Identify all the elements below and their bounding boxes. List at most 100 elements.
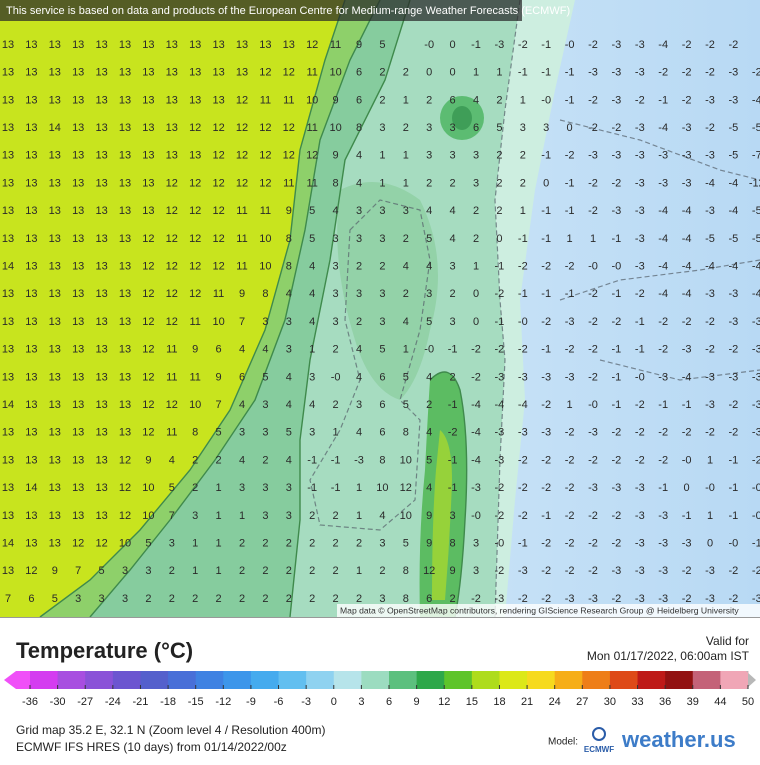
grid-value: -3 (635, 261, 645, 273)
grid-value: 13 (166, 67, 178, 79)
grid-value: -5 (752, 205, 760, 217)
grid-value: 13 (72, 150, 84, 162)
grid-value: 4 (356, 427, 362, 439)
grid-value: 13 (189, 150, 201, 162)
grid-value: 8 (403, 565, 409, 577)
grid-value: 12 (423, 565, 435, 577)
grid-value: 6 (356, 67, 362, 79)
grid-value: 0 (473, 288, 479, 300)
grid-value: 13 (72, 454, 84, 466)
grid-value: 2 (192, 454, 198, 466)
grid-value: 3 (379, 316, 385, 328)
grid-value: -3 (635, 538, 645, 550)
grid-value: 11 (236, 261, 247, 273)
grid-value: -3 (658, 593, 668, 605)
grid-value: -3 (752, 427, 760, 439)
grid-value: -1 (495, 316, 505, 328)
grid-value: 13 (95, 122, 107, 134)
grid-value: 8 (192, 427, 198, 439)
grid-value: 2 (286, 565, 292, 577)
valid-time: Mon 01/17/2022, 06:00am IST (587, 649, 750, 663)
grid-value: 13 (142, 39, 154, 51)
grid-value: -3 (705, 150, 715, 162)
grid-value: -5 (752, 233, 760, 245)
grid-value: -2 (635, 399, 645, 411)
grid-value: -2 (495, 565, 505, 577)
grid-value: 4 (426, 261, 432, 273)
grid-value: -1 (635, 344, 645, 356)
contour (89, 0, 381, 618)
grid-value: 13 (212, 67, 224, 79)
grid-value: 3 (309, 371, 315, 383)
attribution: Map data © OpenStreetMap contributors, r… (340, 605, 739, 615)
brand[interactable]: weather.us (621, 727, 736, 752)
grid-value: 4 (309, 261, 315, 273)
grid-value: -3 (612, 94, 622, 106)
grid-value: 13 (72, 371, 84, 383)
grid-value: -4 (682, 205, 692, 217)
grid-value: 13 (72, 177, 84, 189)
grid-value: 11 (166, 427, 177, 439)
grid-value: -1 (635, 316, 645, 328)
grid-value: -2 (635, 288, 645, 300)
grid-value: -3 (471, 482, 481, 494)
grid-value: -4 (518, 399, 528, 411)
banner-bg (0, 0, 522, 21)
grid-value: -5 (729, 122, 739, 134)
map[interactable]: 13 13 13 13 13 13 13 13 13 13 13 13 13 12 11 9 5 -0 0 -1 -3-… (0, 0, 760, 618)
grid-value: -2 (705, 67, 715, 79)
grid-value: -2 (518, 454, 528, 466)
grid-value: 8 (333, 177, 339, 189)
grid-value: 2 (169, 565, 175, 577)
grid-value: 3 (169, 538, 175, 550)
grid-value: -2 (729, 399, 739, 411)
grid-value: -1 (682, 399, 692, 411)
grid-value: -2 (588, 454, 598, 466)
grid-value: -3 (729, 94, 739, 106)
grid-value: 1 (496, 67, 502, 79)
grid-value: 2 (333, 538, 339, 550)
ecmwf-logo: ECMWF (584, 727, 614, 754)
grid-value: 6 (28, 593, 34, 605)
grid-value: 13 (49, 316, 61, 328)
grid-value: 5 (379, 344, 385, 356)
grid-value: 4 (309, 316, 315, 328)
grid-value: -1 (612, 399, 622, 411)
grid-value: 1 (567, 233, 573, 245)
grid-value: 13 (119, 177, 131, 189)
grid-value: -2 (541, 454, 551, 466)
grid-value: 7 (239, 316, 245, 328)
grid-value: 3 (379, 288, 385, 300)
grid-value: -7 (752, 150, 760, 162)
grid-value: 5 (169, 482, 175, 494)
grid-value: 13 (119, 39, 131, 51)
grid-value: -3 (635, 482, 645, 494)
grid-value: 13 (49, 39, 61, 51)
grid-value: 13 (72, 510, 84, 522)
grid-value: 12 (142, 371, 154, 383)
grid-value: 1 (590, 233, 596, 245)
grid-value: 12 (119, 454, 131, 466)
grid-value: -4 (682, 261, 692, 273)
grid-value: 2 (192, 593, 198, 605)
grid-value: 13 (119, 150, 131, 162)
grid-value: 4 (356, 344, 362, 356)
grid-value: -3 (705, 288, 715, 300)
grid-value: 13 (72, 122, 84, 134)
grid-value: -2 (705, 39, 715, 51)
grid-value: 13 (49, 261, 61, 273)
grid-value: 10 (259, 261, 271, 273)
grid-value: -3 (752, 371, 760, 383)
grid-value: 1 (707, 510, 713, 522)
colorbar: -36 -30 -27 -24 -21 -18 -15 -12 -9 -6 -3 0 3 6 9 12 15 18… (4, 671, 756, 708)
grid-value: -2 (565, 538, 575, 550)
grid-value: 1 (567, 399, 573, 411)
grid-value: -3 (705, 205, 715, 217)
grid-value: -2 (588, 565, 598, 577)
grid-value: 9 (450, 565, 456, 577)
colorbar-segment (85, 671, 114, 689)
grid-value: 13 (119, 94, 131, 106)
grid-value: -3 (658, 150, 668, 162)
grid-value: 3 (286, 482, 292, 494)
